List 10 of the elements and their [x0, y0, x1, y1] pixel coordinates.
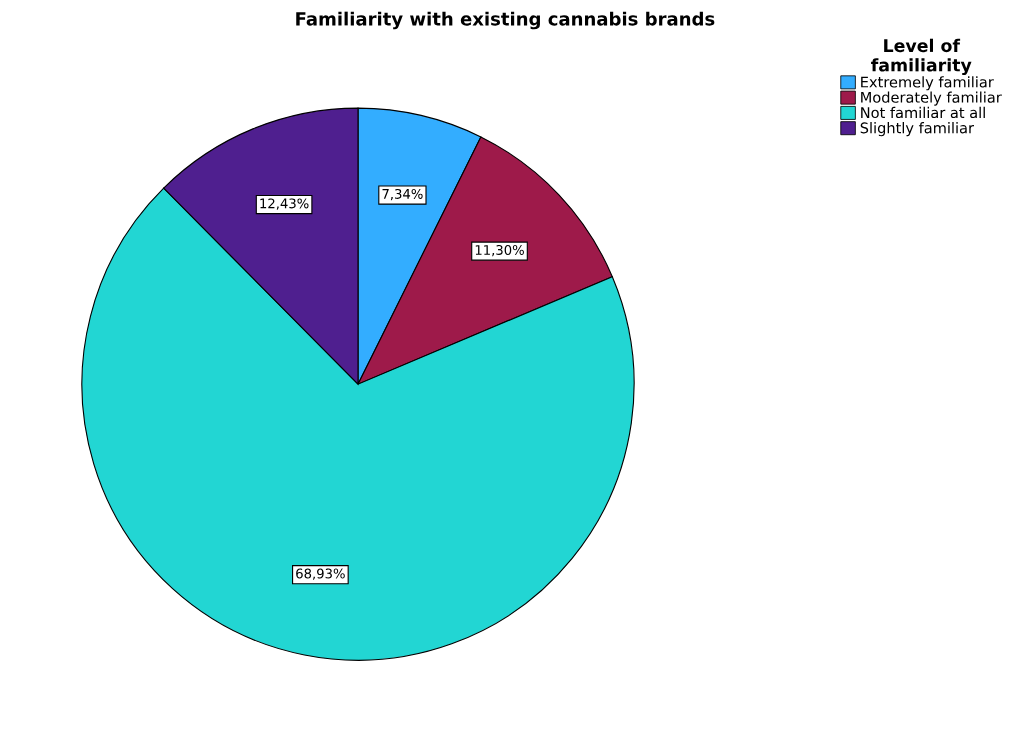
legend-label: Moderately familiar — [861, 91, 1002, 106]
data-label: 12,43% — [260, 198, 309, 210]
legend-label: Slightly familiar — [860, 122, 974, 137]
data-label: 7,34% — [382, 188, 423, 201]
data-label: 11,30% — [475, 244, 524, 257]
legend-label: Extremely familiar — [861, 76, 994, 91]
data-label: 68,93% — [296, 568, 345, 580]
legend-title: Level of familiarity — [871, 38, 972, 76]
chart-title: Familiarity with existing cannabis brands — [296, 11, 715, 30]
legend-label: Not familiar at all — [861, 106, 985, 119]
